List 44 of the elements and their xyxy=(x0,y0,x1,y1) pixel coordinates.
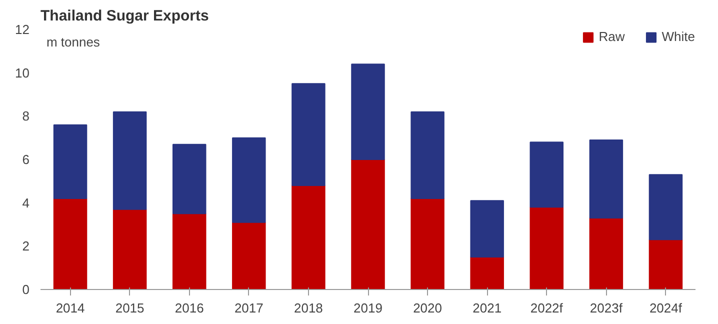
x-tick-label: 2018 xyxy=(294,300,323,316)
x-tick-label: 2022f xyxy=(530,300,564,316)
y-axis-title: m tonnes xyxy=(46,34,100,50)
x-tick-label: 2017 xyxy=(234,300,264,316)
bar xyxy=(589,140,624,218)
bar xyxy=(292,83,326,186)
bar xyxy=(410,198,444,290)
bar xyxy=(232,222,266,290)
chart-title: Thailand Sugar Exports xyxy=(40,8,209,24)
bar xyxy=(351,64,385,160)
bar xyxy=(292,185,326,290)
bar xyxy=(112,208,147,290)
bar xyxy=(53,198,88,290)
bar xyxy=(648,239,683,290)
bar xyxy=(470,256,504,290)
x-tick-label: 2020 xyxy=(413,300,442,316)
bar xyxy=(112,111,147,210)
bar xyxy=(232,137,266,223)
x-tick-label: 2019 xyxy=(354,300,382,316)
bar xyxy=(172,213,206,290)
bar xyxy=(351,159,385,290)
x-tick-label: 2015 xyxy=(115,300,144,316)
x-tick-label: 2023f xyxy=(590,300,623,316)
y-tick-label: 0 xyxy=(22,282,30,297)
legend-label: White xyxy=(662,29,695,44)
y-tick-label: 12 xyxy=(15,22,30,37)
y-tick-label: 8 xyxy=(22,108,30,124)
bar xyxy=(410,111,444,199)
x-tick-label: 2024f xyxy=(649,300,682,316)
y-tick-label: 4 xyxy=(22,195,30,210)
bar xyxy=(530,142,564,208)
x-tick-label: 2014 xyxy=(56,300,85,316)
x-tick-label: 2016 xyxy=(174,300,204,316)
bar xyxy=(648,174,683,240)
x-tick-label: 2021 xyxy=(472,300,502,316)
bar xyxy=(53,124,88,199)
y-tick-label: 2 xyxy=(22,238,30,254)
y-tick-label: 6 xyxy=(22,152,30,167)
bar xyxy=(530,206,564,290)
y-tick-label: 10 xyxy=(15,65,30,80)
bar xyxy=(470,200,504,258)
bar xyxy=(589,218,624,290)
legend-label: Raw xyxy=(598,29,625,44)
bar xyxy=(172,144,206,214)
